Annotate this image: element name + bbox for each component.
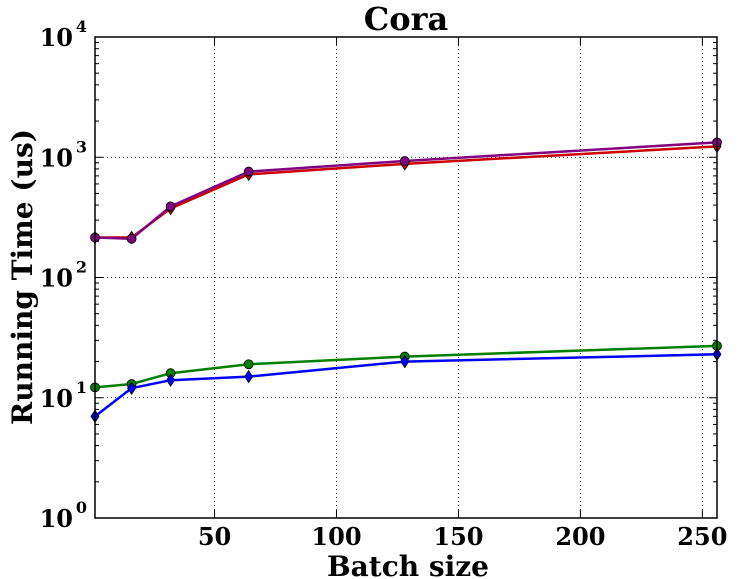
y-tick-exponent: 2 bbox=[76, 258, 87, 277]
series-blue-point bbox=[244, 369, 254, 384]
y-tick-exponent: 0 bbox=[76, 498, 87, 517]
y-tick-label: 10 bbox=[40, 264, 73, 293]
y-tick-label: 10 bbox=[40, 23, 73, 52]
series-blue-line bbox=[94, 353, 718, 418]
series-purple-line bbox=[94, 141, 718, 241]
series-green-line bbox=[94, 344, 718, 389]
x-tick-label: 100 bbox=[311, 522, 361, 551]
y-tick-label: 10 bbox=[40, 143, 73, 172]
x-tick-label: 50 bbox=[198, 522, 231, 551]
x-tick-label: 250 bbox=[677, 522, 727, 551]
x-tick-label: 150 bbox=[433, 522, 483, 551]
grid bbox=[95, 37, 717, 518]
series-green-point bbox=[243, 359, 254, 370]
chart-title: Cora bbox=[364, 0, 448, 38]
x-axis-label: Batch size bbox=[327, 550, 489, 579]
series-purple-point bbox=[126, 233, 137, 244]
y-tick-exponent: 3 bbox=[76, 137, 87, 156]
y-tick-exponent: 4 bbox=[76, 17, 87, 36]
series-purple-point bbox=[399, 156, 410, 166]
series-purple-point bbox=[243, 166, 254, 177]
series-layer bbox=[90, 137, 722, 424]
y-tick-label: 10 bbox=[40, 504, 73, 533]
series-blue-point bbox=[127, 381, 137, 395]
y-tick-label: 10 bbox=[40, 384, 73, 413]
y-axis-label: Running Time (us) bbox=[6, 129, 39, 425]
series-blue-point bbox=[400, 354, 410, 369]
series-blue-point bbox=[166, 373, 176, 387]
series-purple-point bbox=[165, 201, 176, 212]
x-tick-label: 200 bbox=[555, 522, 605, 551]
y-tick-exponent: 1 bbox=[76, 378, 87, 397]
